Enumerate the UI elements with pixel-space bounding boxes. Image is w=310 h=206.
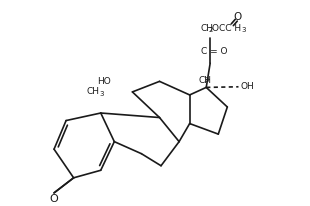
Text: OH: OH xyxy=(241,82,255,91)
Text: OCC H: OCC H xyxy=(212,24,241,33)
Text: HO: HO xyxy=(98,77,111,86)
Text: CH: CH xyxy=(198,76,211,85)
Text: 3: 3 xyxy=(242,27,246,33)
Text: CH: CH xyxy=(87,87,100,96)
Text: 2: 2 xyxy=(209,27,213,33)
Text: 3: 3 xyxy=(205,77,209,83)
Text: O: O xyxy=(50,194,58,204)
Text: CH: CH xyxy=(200,24,213,33)
Text: C = O: C = O xyxy=(201,47,228,56)
Text: O: O xyxy=(233,12,241,22)
Text: 3: 3 xyxy=(100,91,104,97)
